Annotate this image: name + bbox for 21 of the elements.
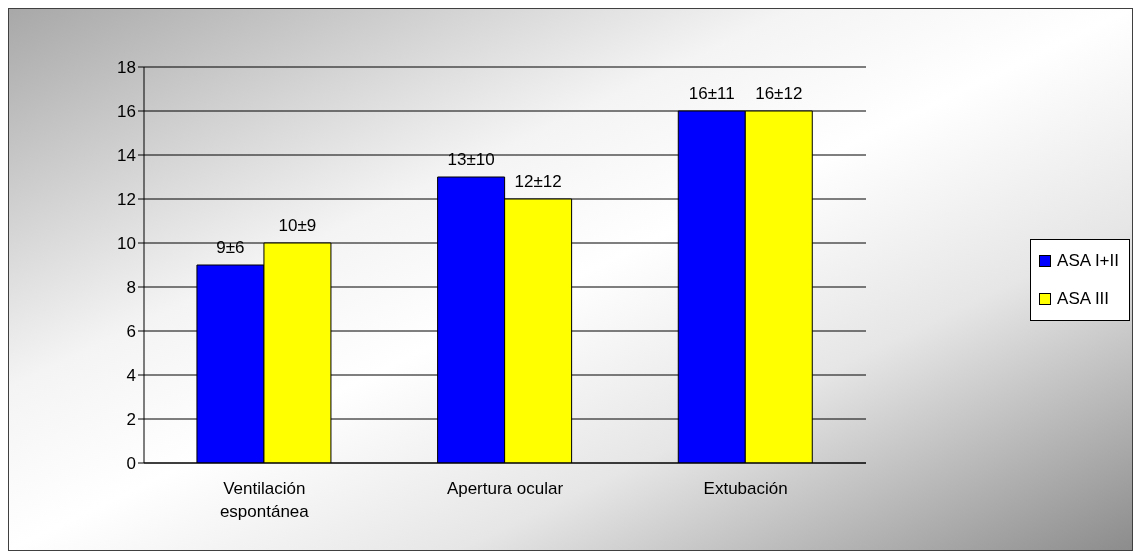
legend-label: ASA III [1057, 288, 1110, 309]
y-tick-label: 10 [117, 234, 136, 254]
y-tick-label: 4 [126, 366, 136, 386]
data-label: 16±12 [755, 84, 803, 103]
data-label: 9±6 [216, 238, 245, 257]
y-tick-label: 6 [126, 322, 136, 342]
data-label: 13±10 [447, 150, 495, 169]
y-tick-label: 16 [117, 102, 136, 122]
y-tick-label: 8 [126, 278, 136, 298]
y-tick-label: 18 [117, 58, 136, 78]
y-tick-label: 12 [117, 190, 136, 210]
data-label: 10±9 [278, 216, 317, 235]
x-tick-label: Apertura ocular [446, 479, 564, 499]
data-label: 12±12 [514, 172, 562, 191]
x-tick-label: Ventilación espontánea [219, 479, 310, 522]
y-tick-label: 0 [126, 454, 136, 474]
y-tick-label: 14 [117, 146, 136, 166]
x-tick-label: Extubación [703, 479, 788, 499]
data-label: 16±11 [688, 84, 735, 103]
legend-label: ASA I+II [1057, 250, 1119, 271]
y-tick-label: 2 [126, 410, 136, 430]
